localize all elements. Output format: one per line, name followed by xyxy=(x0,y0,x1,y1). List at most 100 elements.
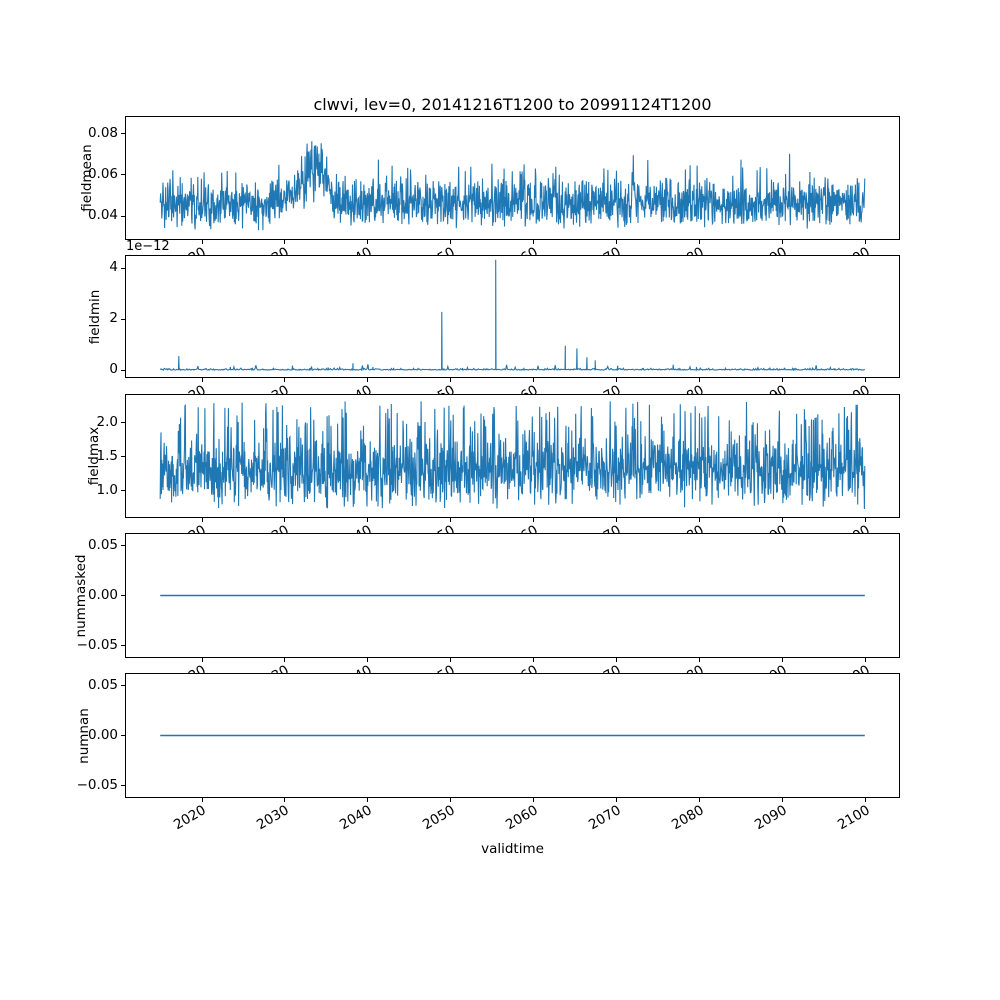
x-tick-label: 2020 xyxy=(171,802,209,834)
y-tick-label: 0.08 xyxy=(87,124,118,141)
y-tick xyxy=(121,456,125,458)
y-tick-label: 2 xyxy=(109,310,118,327)
x-tick-label: 2080 xyxy=(668,802,707,834)
x-tick xyxy=(450,378,452,382)
nummasked-plot xyxy=(160,594,865,597)
x-tick xyxy=(284,378,286,382)
fieldmax-plot xyxy=(159,401,866,510)
x-tick xyxy=(533,378,535,382)
x-tick xyxy=(450,518,452,522)
x-tick xyxy=(284,658,286,662)
x-tick xyxy=(616,240,618,244)
x-tick xyxy=(699,798,701,802)
x-tick xyxy=(201,658,203,662)
x-tick xyxy=(367,798,369,802)
y-tick-label: 0 xyxy=(109,361,118,378)
y-tick xyxy=(121,785,125,786)
y-tick-label: −0.05 xyxy=(76,636,118,653)
x-tick xyxy=(782,658,784,662)
x-tick xyxy=(616,378,618,382)
x-tick xyxy=(616,518,618,522)
y-tick-label: 1.0 xyxy=(96,481,118,498)
y-tick xyxy=(121,735,125,736)
x-tick xyxy=(284,798,286,802)
x-tick xyxy=(865,658,867,662)
x-tick xyxy=(367,518,369,522)
x-tick-label: 2030 xyxy=(253,802,292,834)
y-tick xyxy=(121,215,125,217)
y-tick-label: 1.5 xyxy=(96,447,118,464)
y-tick-label: 0.06 xyxy=(87,165,118,182)
x-tick xyxy=(450,658,452,662)
x-tick-label: 2090 xyxy=(751,802,790,834)
x-tick xyxy=(533,798,535,802)
y-tick-label: 0.00 xyxy=(87,586,118,603)
x-tick xyxy=(284,240,286,244)
x-tick xyxy=(782,378,784,382)
figure-title: clwvi, lev=0, 20141216T1200 to 20991124T… xyxy=(313,95,712,114)
x-tick xyxy=(450,798,452,802)
subplot-fieldmin: fieldmin 1e−12 0242020203020402050206020… xyxy=(87,239,900,413)
y-axis-offset-text: 1e−12 xyxy=(126,239,170,254)
x-tick xyxy=(367,658,369,662)
x-tick xyxy=(450,240,452,244)
y-tick-label: 0.04 xyxy=(87,207,118,224)
x-axis-label: validtime xyxy=(481,841,544,857)
x-tick xyxy=(699,378,701,382)
x-tick xyxy=(782,240,784,244)
y-tick-label: −0.05 xyxy=(76,776,118,793)
x-tick-label: 2100 xyxy=(834,802,873,834)
fieldmean-plot xyxy=(159,141,866,231)
x-tick xyxy=(865,240,867,244)
x-tick-label: 2060 xyxy=(502,802,541,834)
x-tick xyxy=(699,518,701,522)
y-tick-label: 0.05 xyxy=(87,676,118,693)
x-tick xyxy=(865,798,867,802)
x-tick xyxy=(699,658,701,662)
y-tick-label: 0.00 xyxy=(87,726,118,743)
x-tick xyxy=(782,518,784,522)
y-tick xyxy=(121,490,125,492)
fieldmin-plot xyxy=(159,259,866,372)
x-tick xyxy=(201,798,203,802)
x-tick xyxy=(367,240,369,244)
x-tick xyxy=(699,240,701,244)
subplot-nummasked: nummasked −0.050.000.0520202030204020502… xyxy=(73,533,900,693)
x-tick xyxy=(533,240,535,244)
y-tick xyxy=(121,174,125,176)
subplot-fieldmax: fieldmax 1.01.52.02020203020402050206020… xyxy=(86,394,900,553)
y-tick xyxy=(121,267,125,269)
x-tick xyxy=(201,378,203,382)
y-tick xyxy=(121,645,125,646)
x-tick-label: 2070 xyxy=(585,802,624,834)
x-tick xyxy=(865,518,867,522)
numnan-plot xyxy=(160,734,865,737)
x-tick xyxy=(616,798,618,802)
y-tick xyxy=(121,595,125,596)
y-tick-label: 2.0 xyxy=(96,413,118,430)
x-tick xyxy=(533,658,535,662)
x-tick xyxy=(616,658,618,662)
y-tick xyxy=(121,369,125,371)
x-tick xyxy=(201,518,203,522)
fieldmin-line xyxy=(159,259,866,372)
y-tick xyxy=(121,318,125,320)
fieldmax-line xyxy=(159,401,866,510)
x-tick xyxy=(533,518,535,522)
subplot-fieldmean: fieldmean 0.040.060.08202020302040205020… xyxy=(79,116,900,275)
y-tick xyxy=(121,422,125,424)
y-tick xyxy=(121,685,125,686)
x-tick xyxy=(782,798,784,802)
y-tick xyxy=(121,545,125,546)
x-tick xyxy=(201,240,203,244)
subplot-numnan: numnan −0.05 0.00 0.05 2020 2030 2040 2050 2060… xyxy=(76,673,900,833)
x-tick xyxy=(865,378,867,382)
y-tick-label: 4 xyxy=(109,259,118,275)
y-tick xyxy=(121,133,125,135)
x-tick-label: 2050 xyxy=(419,802,458,834)
fieldmean-line xyxy=(159,141,866,231)
x-tick-label: 2040 xyxy=(336,802,375,834)
x-tick xyxy=(367,378,369,382)
y-tick-label: 0.05 xyxy=(87,536,118,553)
